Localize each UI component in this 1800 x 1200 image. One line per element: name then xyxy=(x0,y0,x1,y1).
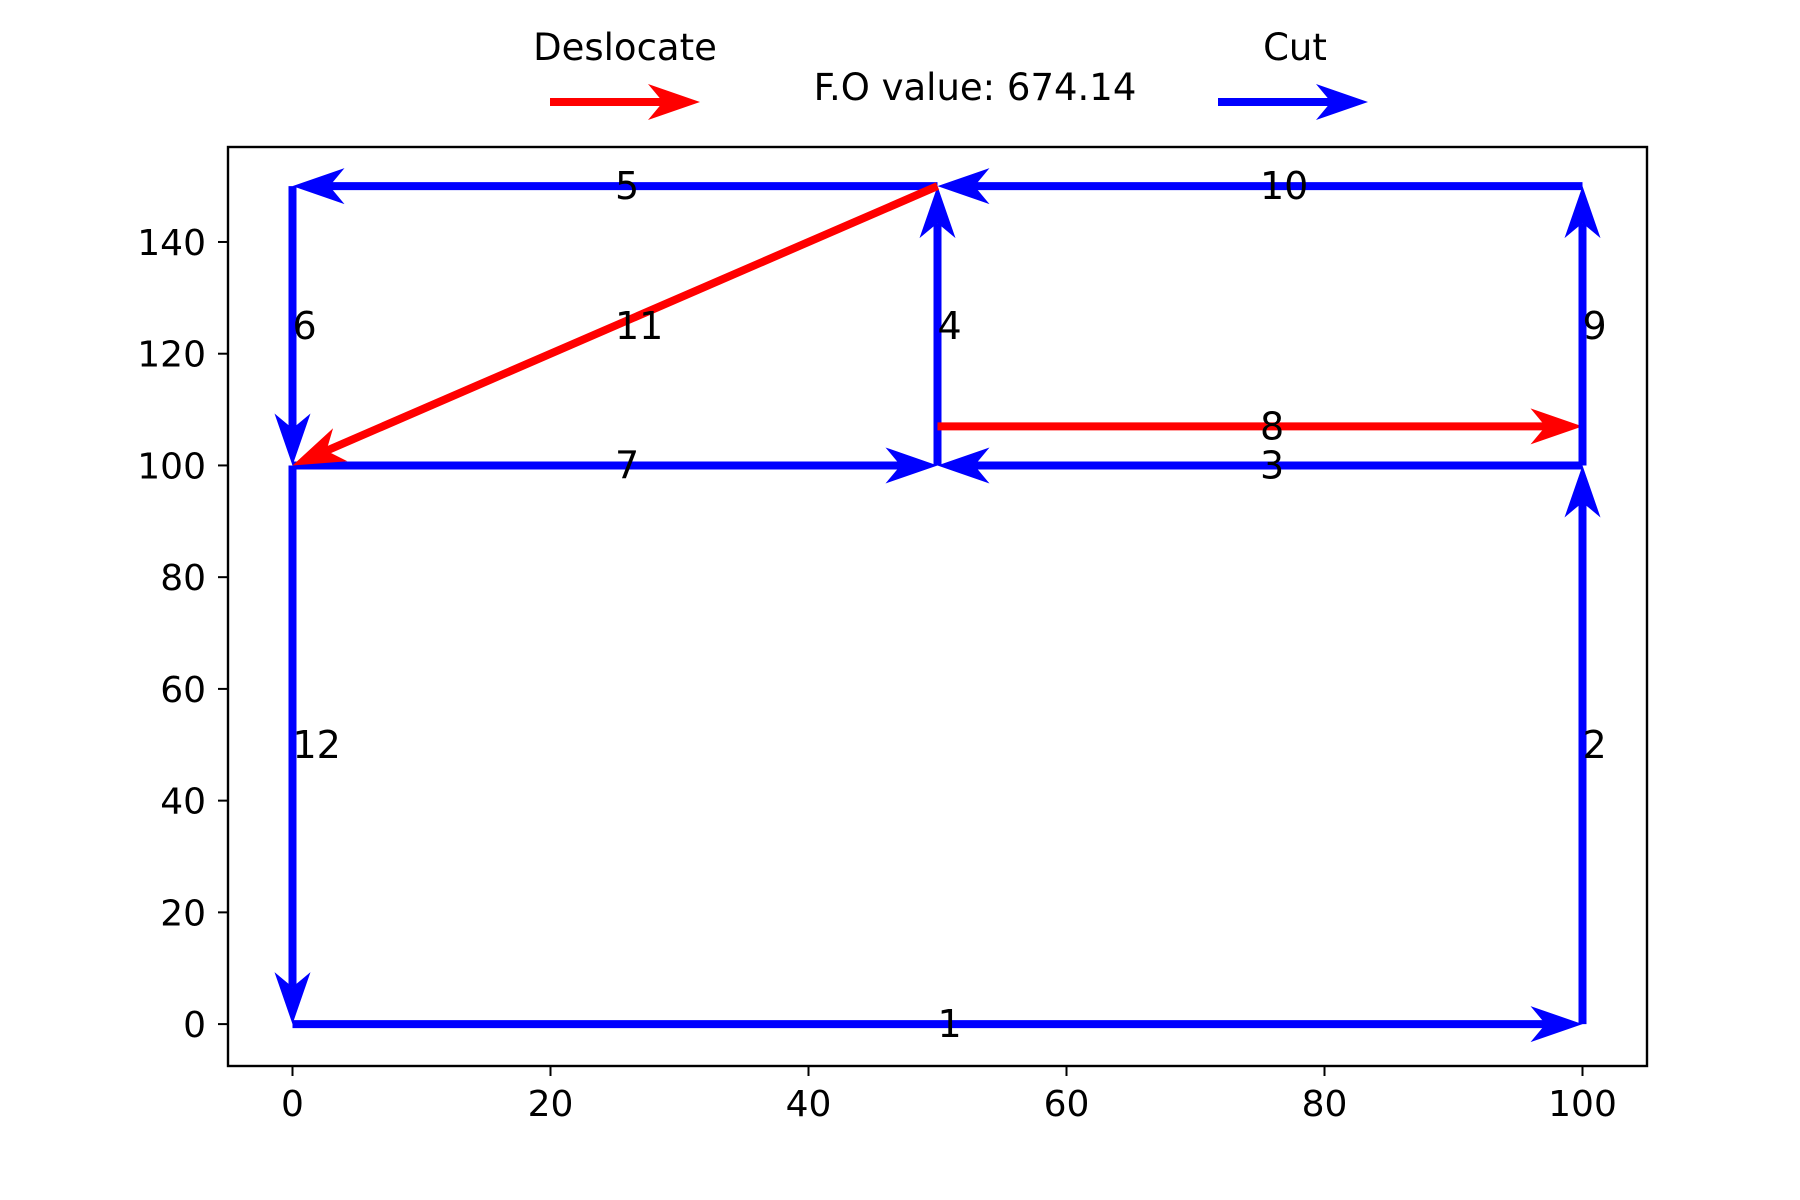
edge-6-head xyxy=(274,413,311,466)
y-tick-label-140: 140 xyxy=(137,223,206,264)
y-tick-label-120: 120 xyxy=(137,335,206,376)
y-tick-label-80: 80 xyxy=(160,558,206,599)
edge-11 xyxy=(292,182,940,466)
x-tick-label-100: 100 xyxy=(1548,1084,1617,1125)
edge-label-1: 1 xyxy=(938,1002,962,1046)
legend: Deslocate Cut xyxy=(533,26,1368,120)
legend-arrow-deslocate-head xyxy=(648,84,700,120)
edge-8-head xyxy=(1530,408,1583,445)
edge-5 xyxy=(292,168,938,205)
edge-label-6: 6 xyxy=(293,304,317,348)
legend-entry-cut: Cut xyxy=(1218,26,1368,120)
y-tick-label-40: 40 xyxy=(160,782,206,823)
edge-12-head xyxy=(274,972,311,1025)
edge-1-head xyxy=(1530,1006,1583,1043)
edge-3 xyxy=(937,447,1583,484)
edge-label-2: 2 xyxy=(1583,723,1607,767)
edge-1 xyxy=(292,1006,1583,1043)
edge-label-11: 11 xyxy=(615,304,663,348)
y-tick-label-20: 20 xyxy=(160,893,206,934)
edge-9 xyxy=(1564,186,1601,466)
edge-7 xyxy=(292,447,938,484)
chart-title: F.O value: 674.14 xyxy=(814,66,1137,109)
legend-label: Deslocate xyxy=(533,26,717,69)
edge-4-head xyxy=(919,186,956,239)
edge-7-head xyxy=(885,447,938,484)
legend-entry-deslocate: Deslocate xyxy=(533,26,717,120)
plot-frame xyxy=(226,145,1649,1068)
y-tick-label-0: 0 xyxy=(183,1005,206,1046)
edge-label-3: 3 xyxy=(1260,443,1284,487)
edge-6 xyxy=(274,186,311,466)
edge-2-head xyxy=(1564,465,1601,518)
edge-11-shaft xyxy=(324,182,940,455)
axes: 0 20 40 60 80 100 0 20 40 60 80 100 120 140 xyxy=(137,145,1649,1125)
legend-arrow-cut-head xyxy=(1316,84,1368,120)
edge-label-10: 10 xyxy=(1260,164,1308,208)
edge-8 xyxy=(937,408,1583,445)
edge-12 xyxy=(274,465,311,1025)
y-tick-label-60: 60 xyxy=(160,670,206,711)
x-tick-label-80: 80 xyxy=(1302,1084,1348,1125)
edge-label-8: 8 xyxy=(1260,404,1284,448)
edge-11-head xyxy=(292,428,348,466)
x-tick-label-20: 20 xyxy=(528,1084,574,1125)
edge-label-4: 4 xyxy=(938,304,962,348)
edges xyxy=(274,168,1601,1043)
edge-label-7: 7 xyxy=(615,443,639,487)
edge-9-head xyxy=(1564,186,1601,239)
edge-2 xyxy=(1564,465,1601,1025)
x-tick-label-0: 0 xyxy=(281,1084,304,1125)
edge-10-head xyxy=(937,168,990,205)
edge-label-9: 9 xyxy=(1583,304,1607,348)
y-tick-label-100: 100 xyxy=(137,446,206,487)
x-tick-label-60: 60 xyxy=(1044,1084,1090,1125)
legend-arrow-cut xyxy=(1218,84,1368,120)
edge-3-head xyxy=(937,447,990,484)
edge-5-head xyxy=(292,168,345,205)
legend-arrow-deslocate xyxy=(550,84,700,120)
edge-label-5: 5 xyxy=(615,164,639,208)
edge-label-12: 12 xyxy=(293,723,341,767)
legend-label: Cut xyxy=(1263,26,1327,69)
edge-10 xyxy=(937,168,1583,205)
x-tick-label-40: 40 xyxy=(786,1084,832,1125)
